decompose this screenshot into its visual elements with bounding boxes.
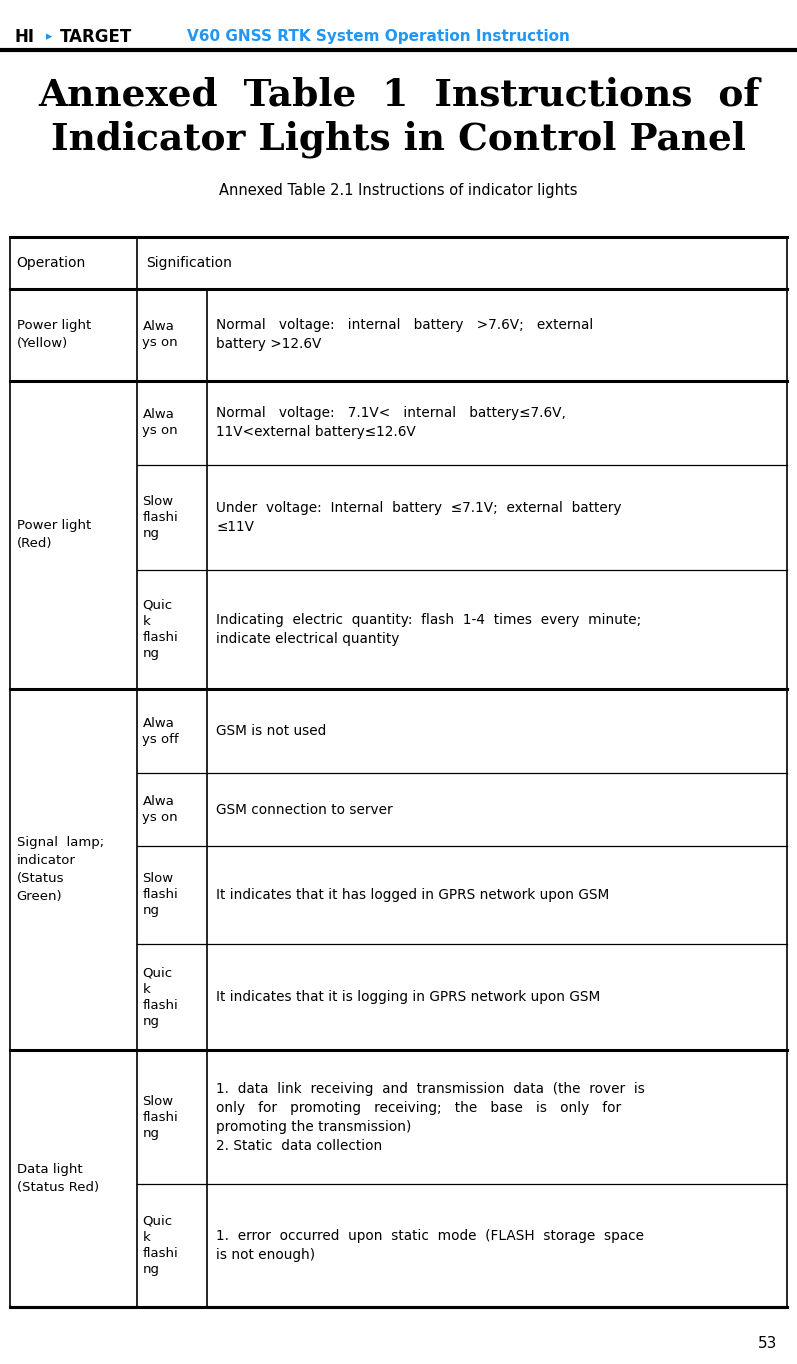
Text: Alwa
ys off: Alwa ys off — [143, 716, 179, 746]
Text: Alwa
ys on: Alwa ys on — [143, 795, 178, 824]
Text: 1.  data  link  receiving  and  transmission  data  (the  rover  is
only   for  : 1. data link receiving and transmission … — [216, 1082, 646, 1153]
Text: Power light
(Yellow): Power light (Yellow) — [17, 319, 91, 351]
Text: Annexed  Table  1  Instructions  of: Annexed Table 1 Instructions of — [37, 76, 760, 115]
Text: Under  voltage:  Internal  battery  ≤7.1V;  external  battery
≤11V: Under voltage: Internal battery ≤7.1V; e… — [216, 501, 622, 535]
Text: Alwa
ys on: Alwa ys on — [143, 321, 178, 349]
Text: Signal  lamp;
indicator
(Status
Green): Signal lamp; indicator (Status Green) — [17, 836, 104, 903]
Text: ▸: ▸ — [46, 30, 53, 44]
Text: 1.  error  occurred  upon  static  mode  (FLASH  storage  space
is not enough): 1. error occurred upon static mode (FLAS… — [216, 1229, 644, 1262]
Text: Quic
k
flashi
ng: Quic k flashi ng — [143, 599, 179, 660]
Text: It indicates that it is logging in GPRS network upon GSM: It indicates that it is logging in GPRS … — [216, 990, 601, 1004]
Text: Normal   voltage:   7.1V<   internal   battery≤7.6V,
11V<external battery≤12.6V: Normal voltage: 7.1V< internal battery≤7… — [216, 406, 566, 439]
Text: Indicating  electric  quantity:  flash  1-4  times  every  minute;
indicate elec: Indicating electric quantity: flash 1-4 … — [216, 612, 642, 647]
Text: HI: HI — [14, 27, 34, 46]
Text: Normal   voltage:   internal   battery   >7.6V;   external
battery >12.6V: Normal voltage: internal battery >7.6V; … — [216, 318, 594, 352]
Text: TARGET: TARGET — [60, 27, 132, 46]
Text: Quic
k
flashi
ng: Quic k flashi ng — [143, 1215, 179, 1275]
Text: GSM connection to server: GSM connection to server — [216, 802, 393, 817]
Text: GSM is not used: GSM is not used — [216, 724, 327, 738]
Text: Operation: Operation — [17, 256, 86, 270]
Text: Slow
flashi
ng: Slow flashi ng — [143, 873, 179, 917]
Text: Power light
(Red): Power light (Red) — [17, 520, 91, 550]
Text: Quic
k
flashi
ng: Quic k flashi ng — [143, 967, 179, 1027]
Text: Signification: Signification — [147, 256, 233, 270]
Text: Alwa
ys on: Alwa ys on — [143, 408, 178, 438]
Text: It indicates that it has logged in GPRS network upon GSM: It indicates that it has logged in GPRS … — [216, 888, 610, 902]
Text: Data light
(Status Red): Data light (Status Red) — [17, 1163, 99, 1194]
Text: Slow
flashi
ng: Slow flashi ng — [143, 495, 179, 540]
Text: 53: 53 — [758, 1337, 777, 1350]
Text: Indicator Lights in Control Panel: Indicator Lights in Control Panel — [51, 120, 746, 158]
Text: Annexed Table 2.1 Instructions of indicator lights: Annexed Table 2.1 Instructions of indica… — [219, 184, 578, 198]
Text: Slow
flashi
ng: Slow flashi ng — [143, 1095, 179, 1139]
Text: V60 GNSS RTK System Operation Instruction: V60 GNSS RTK System Operation Instructio… — [187, 30, 570, 44]
